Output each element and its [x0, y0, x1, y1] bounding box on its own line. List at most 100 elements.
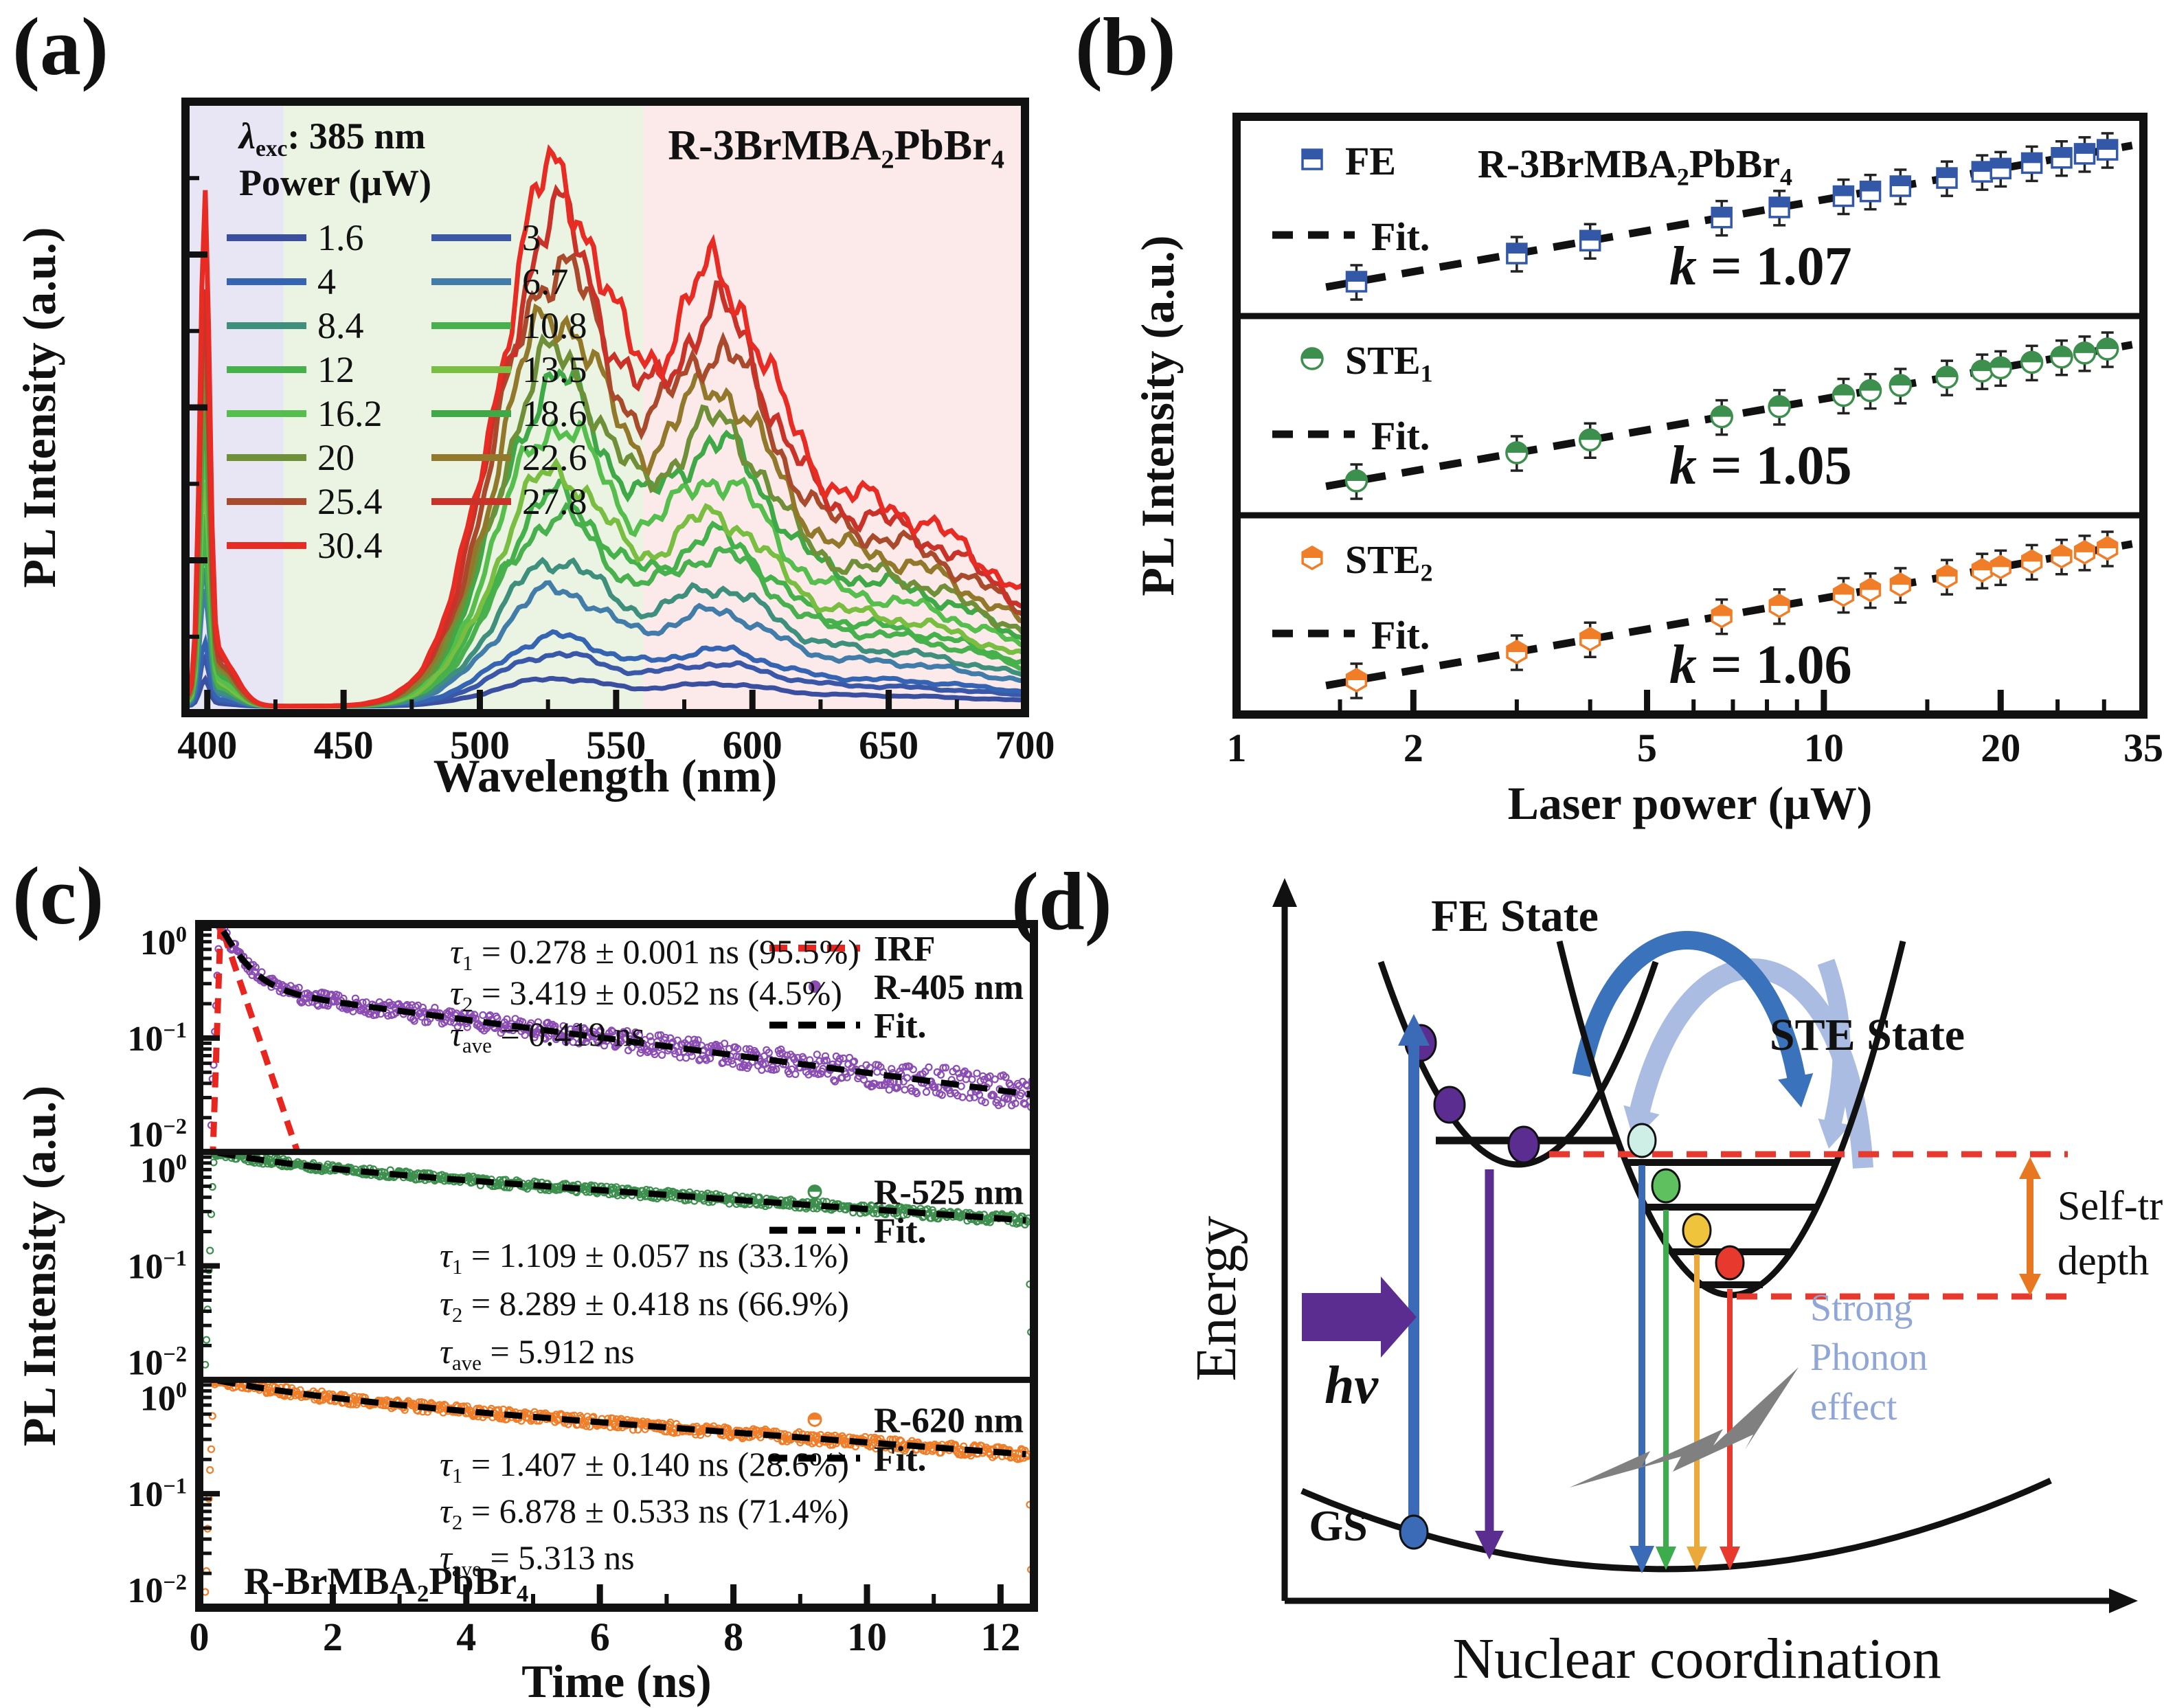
fe-electron [1507, 1125, 1540, 1164]
panel-a-title: R-3BrMBA2PbBr4 [668, 122, 1004, 174]
legend-power-label: 20 [317, 437, 354, 478]
panel-c-sample-label: R-BrMBA2PbBr4 [244, 1560, 528, 1607]
panel-b-xtick: 10 [1804, 726, 1844, 770]
hv-label: hν [1325, 1355, 1379, 1415]
irf-curve [210, 926, 300, 1150]
panel-b-fit-label: Fit. [1371, 414, 1430, 458]
panel-c-ytick: 10−2 [128, 1114, 188, 1155]
spectrum-30.4uW [185, 144, 1024, 709]
panel-b-yaxis-title: PL Intensity (a.u.) [1131, 235, 1184, 596]
panel-b-xaxis-title: Laser power (μW) [1508, 777, 1873, 829]
panel-a-legend-power-header: Power (μW) [239, 162, 431, 203]
panel-c-tau-annotation: τ2 = 3.419 ± 0.052 ns (4.5%) [450, 974, 842, 1016]
panel-c-tau-annotation: τ1 = 1.109 ± 0.057 ns (33.1%) [440, 1236, 849, 1279]
panel-b-letter: (b) [1075, 1, 1176, 92]
gs-electron [1399, 1514, 1429, 1550]
panel-b-k-value: k = 1.07 [1669, 236, 1852, 297]
strong-phonon-label: effect [1810, 1386, 1897, 1428]
hv-block-arrow [1302, 1277, 1417, 1358]
panel-b-laser-power-loglog-chart: FE Fit. k = 1.07 STE1 Fit. k = 1.05 STE2 Fit. k … [1131, 113, 2163, 829]
legend-power-label: 16.2 [317, 393, 383, 434]
fit-line [1325, 341, 2133, 491]
panel-c-fit-label: Fit. [874, 1212, 927, 1251]
panel-b-series-label: STE2 [1345, 537, 1433, 587]
panel-a-xtick: 650 [859, 723, 918, 767]
panel-c-xtick: 12 [980, 1615, 1020, 1659]
energy-axis-label: Energy [1184, 1215, 1248, 1381]
panel-c-tau-annotation: τ2 = 6.878 ± 0.533 ns (71.4%) [440, 1492, 849, 1534]
panel-c-xtick: 4 [456, 1615, 476, 1659]
panel-b-xtick: 5 [1637, 726, 1657, 770]
panel-c-ytick: 10−2 [128, 1569, 188, 1610]
legend-power-label: 8.4 [317, 305, 364, 346]
panel-c-frame [195, 920, 1038, 1612]
panel-a-legend: 1.6 3 4 6.7 8.4 10.8 12 13.5 16.2 18.6 20 22.6 25.4 2… [227, 217, 587, 566]
panel-b-frame [1232, 113, 2148, 719]
fe-electron [1433, 1086, 1466, 1124]
panel-c-tau-annotation: τave = 0.419 ns [450, 1015, 645, 1057]
panel-b-series-label: STE1 [1345, 338, 1433, 387]
strong-phonon-label: Strong [1810, 1287, 1913, 1329]
panel-b-xtick: 20 [1981, 726, 2020, 770]
self-trapped-depth-label: depth [2058, 1238, 2149, 1283]
panel-c-tau-annotation: τ1 = 1.407 ± 0.140 ns (28.6%) [440, 1445, 849, 1487]
panel-c-ytick: 10−2 [128, 1342, 188, 1383]
legend-power-label: 1.6 [317, 217, 364, 258]
panel-a-xtick: 500 [450, 723, 510, 767]
panel-c-xtick: 2 [323, 1615, 343, 1659]
ste-state-label: STE State [1770, 1010, 1965, 1060]
fit-curve [217, 1154, 1026, 1224]
legend-power-label: 3 [522, 217, 541, 258]
panel-c-tau-annotation: τ1 = 0.278 ± 0.001 ns (95.5%) [450, 932, 859, 975]
panel-a-letter: (a) [12, 1, 109, 92]
legend-power-label: 27.8 [522, 481, 587, 522]
panel-a-power-dependent-spectra-chart: 400 450 500 550 600 650 700 Wavelength (nm) PL I… [13, 98, 1055, 802]
fe-state-label: FE State [1431, 891, 1599, 941]
panel-c-letter: (c) [12, 850, 104, 941]
panel-c-subpanel-2 [203, 1382, 1030, 1596]
panel-c-ytick: 100 [140, 1149, 187, 1191]
panel-b-k-value: k = 1.05 [1669, 436, 1852, 496]
legend-power-label: 13.5 [522, 349, 587, 390]
panel-a-xtick: 450 [314, 723, 374, 767]
panel-b-fit-label: Fit. [1371, 214, 1430, 259]
panel-a-xtick: 600 [723, 723, 782, 767]
panel-c-ytick: 10−1 [128, 1018, 188, 1059]
panel-d-configuration-coordinate-diagram: Energy Nuclear coordination Self-trapped de… [1184, 878, 2164, 1691]
fe-parabola [1377, 960, 1659, 1168]
panel-c-yaxis-title: PL Intensity (a.u.) [13, 1086, 65, 1446]
ste-electron [1651, 1168, 1681, 1204]
panel-c-tau-annotation: τ2 = 8.289 ± 0.418 ns (66.9%) [440, 1284, 849, 1327]
self-trapped-depth-label: Self-trapped [2058, 1183, 2164, 1228]
panel-c-xtick: 8 [723, 1615, 743, 1659]
panel-c-ytick: 100 [140, 1378, 187, 1419]
legend-power-label: 22.6 [522, 437, 587, 478]
legend-power-label: 18.6 [522, 393, 587, 434]
panel-b-subpanel-2: STE2 Fit. k = 1.06 [1272, 530, 2133, 699]
panel-b-xtick: 2 [1404, 726, 1423, 770]
panel-b-xtick: 35 [2123, 726, 2163, 770]
ste-electron [1627, 1123, 1657, 1158]
fit-line [1325, 142, 2133, 291]
panel-b-xtick: 1 [1227, 726, 1247, 770]
panel-c-ytick: 10−1 [128, 1246, 188, 1287]
panel-c-tau-annotation: τave = 5.313 ns [440, 1538, 635, 1581]
ste-electron [1715, 1245, 1745, 1281]
fit-curve [221, 929, 1030, 1098]
panel-a-xtick: 700 [995, 723, 1055, 767]
fit-line [1325, 540, 2133, 690]
panel-a-yaxis-title: PL Intensity (a.u.) [13, 227, 65, 587]
panel-a-spectra-curves [185, 144, 1025, 709]
panel-a-legend-excitation: λexc: 385 nm [238, 115, 425, 161]
panel-c-xtick: 0 [190, 1615, 210, 1659]
nuclear-coordination-axis-label: Nuclear coordination [1452, 1627, 1941, 1691]
panel-b-subpanel-1: STE1 Fit. k = 1.05 [1272, 331, 2133, 500]
panel-c-fit-label: Fit. [874, 1439, 927, 1479]
panel-c-ytick: 100 [140, 921, 187, 963]
legend-power-label: 6.7 [522, 261, 569, 302]
panel-c-series-label: R-525 nm [874, 1173, 1024, 1213]
panel-a-xaxis-title: Wavelength (nm) [433, 750, 778, 802]
panel-b-fit-label: Fit. [1371, 613, 1430, 658]
